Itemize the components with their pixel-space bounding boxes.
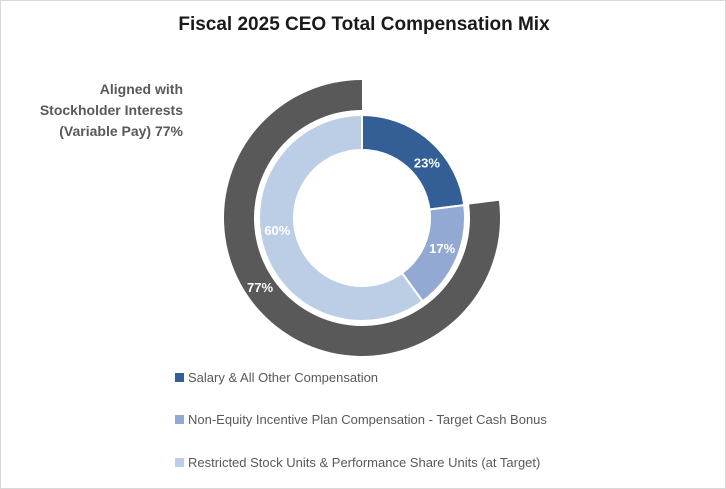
outer-ring-label: 77% bbox=[247, 280, 273, 295]
legend-swatch-equity bbox=[175, 458, 184, 467]
slice-label-equity: 60% bbox=[264, 223, 290, 238]
chart-title: Fiscal 2025 CEO Total Compensation Mix bbox=[178, 14, 550, 35]
legend-swatch-cash-bonus bbox=[175, 415, 184, 424]
slice-equity bbox=[258, 113, 424, 322]
legend-label-cash-bonus: Non-Equity Incentive Plan Compensation -… bbox=[188, 412, 547, 427]
legend-label-salary: Salary & All Other Compensation bbox=[188, 370, 379, 385]
legend-label-equity: Restricted Stock Units & Performance Sha… bbox=[188, 455, 541, 470]
slice-label-salary: 23% bbox=[414, 155, 440, 170]
slice-label-cash-bonus: 17% bbox=[429, 241, 455, 256]
legend-swatch-salary bbox=[175, 373, 184, 382]
legend-item-cash-bonus: Non-Equity Incentive Plan Compensation -… bbox=[175, 412, 547, 427]
legend-item-salary: Salary & All Other Compensation bbox=[175, 370, 378, 385]
variable-pay-callout: Aligned with Stockholder Interests (Vari… bbox=[39, 81, 183, 139]
legend-item-equity: Restricted Stock Units & Performance Sha… bbox=[175, 455, 540, 470]
